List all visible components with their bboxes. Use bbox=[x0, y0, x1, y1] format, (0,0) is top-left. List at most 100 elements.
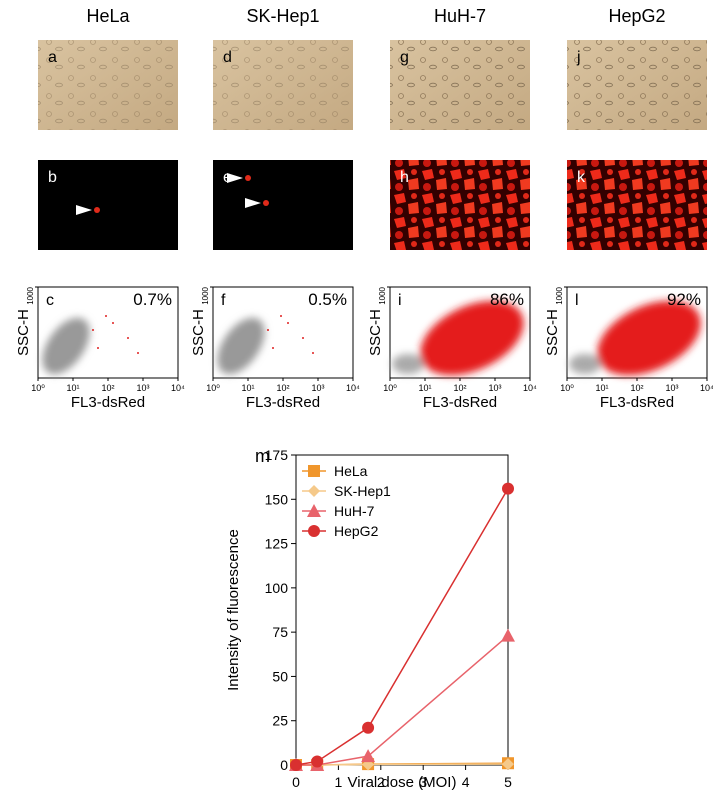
x-tick-label: 10² bbox=[101, 383, 114, 393]
arrowhead bbox=[227, 173, 243, 183]
legend-marker bbox=[308, 485, 320, 497]
percentage: 86% bbox=[490, 290, 524, 309]
x-tick-label: 10⁴ bbox=[523, 383, 537, 393]
legend-label: HuH-7 bbox=[334, 503, 375, 519]
red-dot bbox=[105, 315, 107, 317]
y-tick-label: 25 bbox=[272, 713, 288, 729]
red-cloud bbox=[597, 300, 701, 376]
panel-letter: m bbox=[255, 446, 270, 466]
x-tick-label: 10³ bbox=[665, 383, 678, 393]
y-tick-label: 100 bbox=[265, 580, 289, 596]
panel-letter: j bbox=[576, 49, 581, 66]
cell-texture bbox=[567, 40, 707, 130]
x-axis-label: Viral dose (MOI) bbox=[348, 774, 457, 791]
x-tick-label: 2 bbox=[377, 774, 385, 790]
panel-letter: f bbox=[221, 292, 226, 309]
cell-texture bbox=[390, 40, 530, 130]
x-axis-label: FL3-dsRed bbox=[246, 394, 320, 411]
fluorescence-image bbox=[213, 160, 353, 250]
y-tick-label: 75 bbox=[272, 624, 288, 640]
x-tick-label: 10⁰ bbox=[206, 383, 220, 393]
cell-texture bbox=[213, 40, 353, 130]
x-tick-label: 10⁰ bbox=[560, 383, 574, 393]
y-tick-label: 125 bbox=[265, 536, 289, 552]
arrowhead bbox=[76, 205, 92, 215]
red-dot bbox=[280, 315, 282, 317]
x-tick-label: 10⁴ bbox=[171, 383, 185, 393]
red-dot bbox=[302, 337, 304, 339]
y-axis-label: SSC-H bbox=[15, 309, 32, 356]
x-tick-label: 3 bbox=[419, 774, 427, 790]
x-tick-label: 10² bbox=[453, 383, 466, 393]
x-tick-label: 4 bbox=[462, 774, 470, 790]
dot-cloud bbox=[42, 317, 90, 375]
arrowhead bbox=[245, 198, 261, 208]
panel-letter: a bbox=[48, 49, 57, 66]
x-tick-label: 1 bbox=[335, 774, 343, 790]
gray-cloud bbox=[392, 354, 424, 374]
marker bbox=[311, 755, 324, 768]
dot-cloud bbox=[392, 300, 524, 376]
legend-label: SK-Hep1 bbox=[334, 483, 391, 499]
series-line bbox=[296, 763, 509, 766]
y-tick-label: 1000 bbox=[555, 286, 564, 304]
panel-letter: k bbox=[577, 169, 586, 186]
legend-marker bbox=[308, 465, 320, 477]
y-tick-label: 50 bbox=[272, 668, 288, 684]
red-dot bbox=[287, 322, 289, 324]
y-axis-label: SSC-H bbox=[367, 309, 384, 356]
y-tick-label: 150 bbox=[265, 491, 289, 507]
series-line bbox=[296, 635, 509, 766]
column-header: HuH-7 bbox=[434, 6, 486, 26]
panel-letter: g bbox=[400, 49, 409, 66]
series-line bbox=[295, 488, 509, 766]
x-tick-label: 10⁰ bbox=[31, 383, 45, 393]
marker bbox=[502, 758, 514, 771]
percentage: 0.5% bbox=[308, 290, 347, 309]
x-tick-label: 10² bbox=[276, 383, 289, 393]
x-tick-label: 10⁰ bbox=[383, 383, 397, 393]
panel-letter: b bbox=[48, 169, 57, 186]
panel-letter: h bbox=[400, 169, 409, 186]
fluorescent-cell bbox=[94, 207, 100, 213]
x-tick-label: 10⁴ bbox=[346, 383, 360, 393]
x-tick-label: 10¹ bbox=[418, 383, 431, 393]
red-dot bbox=[112, 322, 114, 324]
legend-label: HeLa bbox=[334, 463, 368, 479]
marker bbox=[502, 482, 514, 495]
gray-cloud bbox=[42, 317, 90, 375]
percentage: 0.7% bbox=[133, 290, 172, 309]
y-tick-label: 0 bbox=[280, 757, 288, 773]
marker bbox=[501, 628, 515, 642]
y-tick-label: 1000 bbox=[378, 286, 387, 304]
x-tick-label: 10¹ bbox=[66, 383, 79, 393]
x-axis-label: FL3-dsRed bbox=[71, 394, 145, 411]
dot-cloud bbox=[217, 317, 265, 375]
y-axis-label: Intensity of fluorescence bbox=[225, 529, 242, 691]
x-axis-label: FL3-dsRed bbox=[600, 394, 674, 411]
red-dot bbox=[267, 329, 269, 331]
column-header: HepG2 bbox=[608, 6, 665, 26]
x-tick-label: 10¹ bbox=[241, 383, 254, 393]
legend-label: HepG2 bbox=[334, 523, 379, 539]
column-header: HeLa bbox=[86, 6, 130, 26]
x-tick-label: 10¹ bbox=[595, 383, 608, 393]
panel-letter: l bbox=[575, 292, 579, 309]
marker bbox=[361, 749, 376, 763]
x-tick-label: 10³ bbox=[311, 383, 324, 393]
fluorescent-cell bbox=[263, 200, 269, 206]
fluorescence-image bbox=[390, 160, 530, 250]
x-tick-label: 10³ bbox=[136, 383, 149, 393]
x-tick-label: 5 bbox=[504, 774, 512, 790]
plot-frame bbox=[295, 454, 509, 766]
panel-letter: c bbox=[46, 292, 54, 309]
x-tick-label: 10⁴ bbox=[700, 383, 713, 393]
fluorescence-image bbox=[567, 160, 707, 250]
percentage: 92% bbox=[667, 290, 701, 309]
x-tick-label: 10² bbox=[630, 383, 643, 393]
y-tick-label: 1000 bbox=[201, 286, 210, 304]
gray-cloud bbox=[569, 354, 601, 374]
red-dot bbox=[137, 352, 139, 354]
